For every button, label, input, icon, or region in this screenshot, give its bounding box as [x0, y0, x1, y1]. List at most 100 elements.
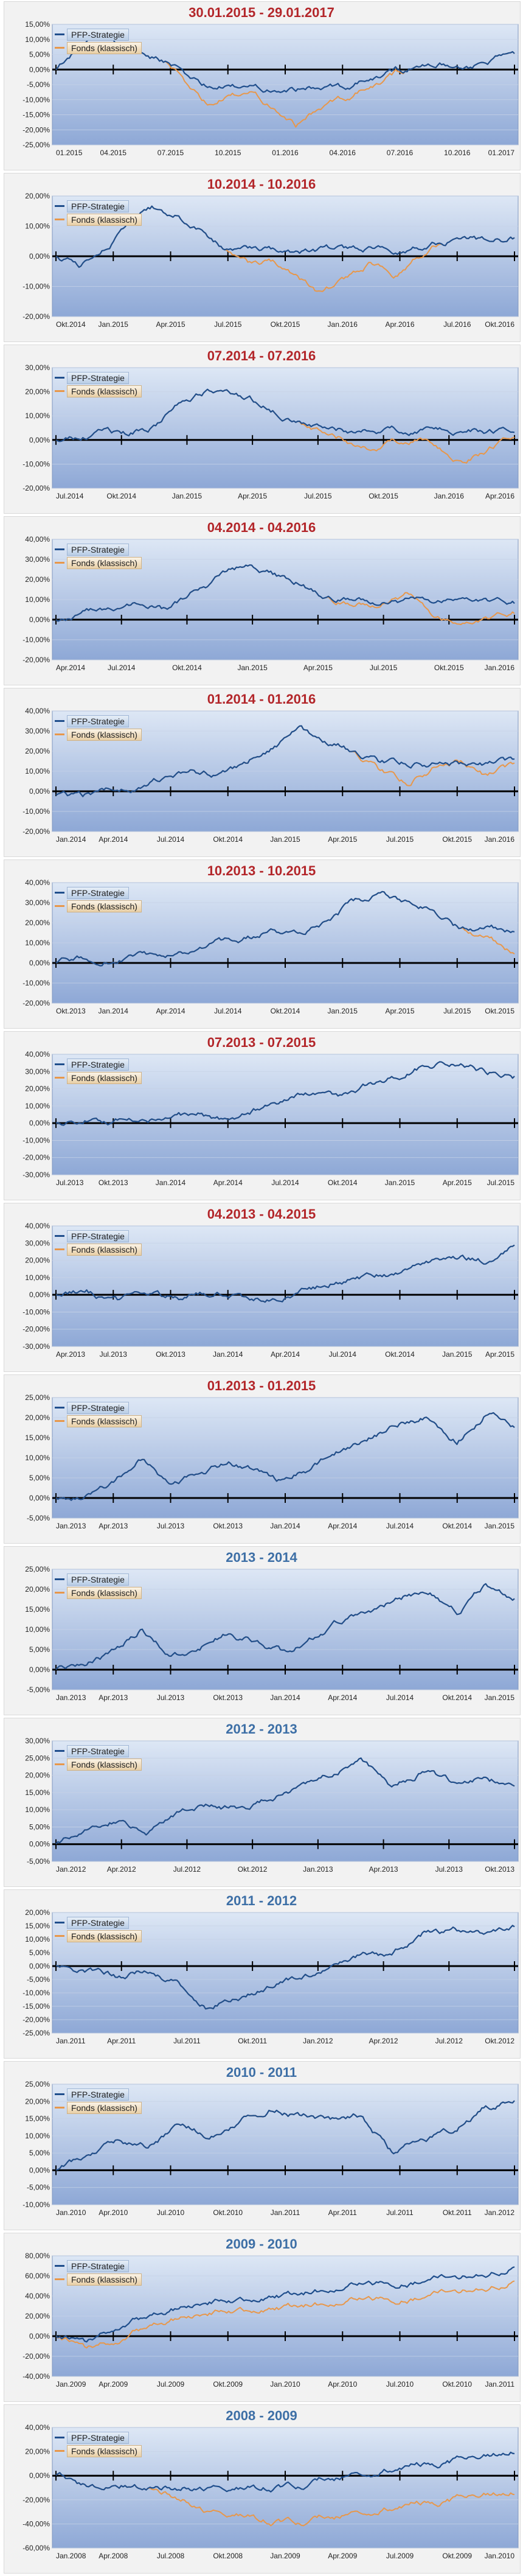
- chart-svg: 80,00% 60,00% 40,00% 20,00% 0,00% -20,00% -40,…: [23, 2252, 519, 2389]
- x-tick-label: Jan.2016: [485, 663, 515, 672]
- chart-title: 04.2014 - 04.2016: [207, 520, 316, 535]
- x-tick-label: Jan.2012: [56, 1865, 86, 1874]
- legend-entry: Fonds (klassisch): [52, 1243, 159, 1256]
- y-tick-label: 10,00%: [25, 1935, 50, 1944]
- chart-svg: 40,00% 20,00% 0,00% -20,00% -40,00% -60,00% Ja…: [23, 2423, 519, 2560]
- legend-entry: PFP-Strategie: [52, 2088, 159, 2101]
- legend: PFP-Strategie Fonds (klassisch): [52, 1400, 159, 1429]
- series-line-pfp-strategie: [55, 725, 515, 797]
- y-tick-label: 20,00%: [25, 2448, 50, 2456]
- x-tick-label: Jan.2014: [213, 1350, 243, 1359]
- legend-swatch: [55, 1592, 64, 1594]
- chart-svg: 15,00% 10,00% 5,00% 0,00% -5,00% -10,00% -15,0…: [23, 20, 519, 157]
- x-tick-label: Apr.2010: [328, 2380, 357, 2389]
- y-tick-label: 0,00%: [29, 2332, 50, 2340]
- y-tick-label: 25,00%: [25, 1393, 50, 1402]
- chart-svg: 40,00% 30,00% 20,00% 10,00% 0,00% -10,00% -20,…: [23, 1050, 519, 1187]
- legend-label: PFP-Strategie: [67, 1230, 129, 1242]
- x-tick-label: Jul.2015: [487, 1178, 515, 1187]
- y-tick-label: -5,00%: [27, 80, 50, 89]
- legend-label: PFP-Strategie: [67, 2260, 129, 2272]
- y-tick-label: 20,00%: [25, 747, 50, 755]
- y-tick-label: -20,00%: [23, 1153, 50, 1162]
- y-tick-label: -20,00%: [23, 125, 50, 134]
- x-tick-label: Jul.2015: [386, 835, 414, 844]
- x-tick-label: Okt.2015: [434, 663, 464, 672]
- legend-label: Fonds (klassisch): [67, 2445, 142, 2457]
- x-tick-label: Jan.2012: [303, 2037, 333, 2045]
- legend-label: Fonds (klassisch): [67, 1759, 142, 1771]
- legend-label: PFP-Strategie: [67, 1402, 129, 1414]
- y-tick-label: 25,00%: [25, 2080, 50, 2088]
- y-tick-label: -20,00%: [23, 312, 50, 321]
- x-tick-label: 01.2017: [488, 149, 515, 157]
- legend-swatch: [55, 377, 64, 379]
- chart-svg: 40,00% 30,00% 20,00% 10,00% 0,00% -10,00% -20,…: [23, 707, 519, 844]
- y-tick-label: 30,00%: [25, 1067, 50, 1076]
- x-tick-label: Jul.2014: [271, 1178, 299, 1187]
- x-tick-label: Jan.2016: [328, 320, 358, 329]
- y-tick-label: 0,00%: [29, 65, 50, 74]
- x-tick-label: Jan.2014: [270, 1522, 300, 1530]
- chart-panel: 2010 - 2011 25,00% 20,00% 15,00% 10,00% 5,00%…: [0, 2060, 523, 2231]
- x-tick-label: Apr.2014: [156, 1007, 185, 1015]
- chart-title: 10.2014 - 10.2016: [207, 177, 316, 192]
- legend: PFP-Strategie Fonds (klassisch): [52, 1228, 159, 1258]
- legend-entry: Fonds (klassisch): [52, 2101, 159, 2114]
- x-tick-label: Apr.2013: [99, 1522, 128, 1530]
- x-tick-label: Apr.2015: [443, 1178, 472, 1187]
- y-tick-label: 20,00%: [25, 1085, 50, 1093]
- x-tick-label: Jan.2013: [56, 1522, 86, 1530]
- y-tick-label: 40,00%: [25, 878, 50, 887]
- y-tick-label: 5,00%: [29, 1822, 50, 1831]
- legend-label: PFP-Strategie: [67, 372, 129, 384]
- y-tick-label: 0,00%: [29, 1665, 50, 1674]
- x-tick-label: Apr.2014: [213, 1178, 243, 1187]
- legend-entry: PFP-Strategie: [52, 1916, 159, 1929]
- y-tick-label: 20,00%: [25, 1585, 50, 1594]
- chart-panel: 01.2014 - 01.2016 40,00% 30,00% 20,00% 10,00…: [0, 687, 523, 858]
- y-tick-label: 15,00%: [25, 1605, 50, 1614]
- series-line-pfp-strategie: [55, 1583, 515, 1670]
- chart-title: 07.2014 - 07.2016: [207, 348, 316, 363]
- legend-label: Fonds (klassisch): [67, 557, 142, 569]
- x-tick-label: Jan.2015: [99, 320, 129, 329]
- legend-label: PFP-Strategie: [67, 715, 129, 727]
- legend: PFP-Strategie Fonds (klassisch): [52, 1915, 159, 1944]
- x-tick-label: Okt.2014: [56, 320, 86, 329]
- series-line-pfp-strategie: [55, 2451, 515, 2493]
- y-tick-label: 0,00%: [29, 436, 50, 444]
- x-tick-label: Jan.2015: [485, 1522, 515, 1530]
- x-tick-label: Jul.2014: [157, 835, 185, 844]
- legend-swatch: [55, 33, 64, 35]
- x-tick-label: Jan.2013: [56, 1693, 86, 1702]
- y-tick-label: -30,00%: [23, 1342, 50, 1351]
- legend-swatch: [55, 548, 64, 550]
- x-tick-label: Apr.2011: [107, 2037, 136, 2045]
- legend-label: Fonds (klassisch): [67, 1244, 142, 1256]
- y-tick-label: -10,00%: [23, 1136, 50, 1144]
- x-tick-label: Jul.2012: [173, 1865, 201, 1874]
- chart-svg: 20,00% 10,00% 0,00% -10,00% -20,00% Okt.2014 J…: [23, 192, 519, 329]
- legend-label: PFP-Strategie: [67, 29, 129, 41]
- x-tick-label: Jan.2010: [485, 2552, 515, 2560]
- x-tick-label: Okt.2014: [271, 1007, 300, 1015]
- x-tick-label: Jul.2013: [435, 1865, 463, 1874]
- x-tick-label: Apr.2015: [385, 1007, 414, 1015]
- legend-swatch: [55, 1578, 64, 1580]
- y-tick-label: 20,00%: [25, 388, 50, 396]
- legend-swatch: [55, 205, 64, 207]
- x-tick-label: Jul.2015: [443, 1007, 471, 1015]
- y-tick-label: 15,00%: [25, 1433, 50, 1442]
- x-tick-label: Okt.2015: [442, 835, 472, 844]
- x-tick-label: Jul.2015: [370, 663, 398, 672]
- legend-swatch: [55, 1750, 64, 1752]
- y-tick-label: 40,00%: [25, 2292, 50, 2300]
- chart-title: 10.2013 - 10.2015: [207, 863, 316, 878]
- y-tick-label: 40,00%: [25, 1050, 50, 1059]
- x-tick-label: Apr.2015: [238, 492, 267, 500]
- x-tick-label: Apr.2012: [369, 2037, 398, 2045]
- legend-swatch: [55, 2265, 64, 2267]
- y-tick-label: 0,00%: [29, 1840, 50, 1849]
